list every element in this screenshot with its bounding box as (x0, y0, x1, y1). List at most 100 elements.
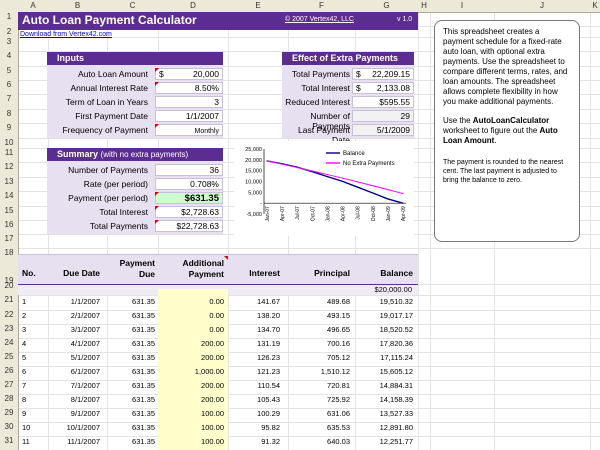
row-header-24[interactable]: 24 (4, 338, 14, 347)
column-header-c[interactable]: C (129, 1, 136, 10)
cell-additional-payment[interactable]: 200.00 (201, 339, 224, 348)
row-header-31[interactable]: 31 (4, 436, 14, 445)
chart-point (372, 192, 374, 194)
row-header-16[interactable]: 16 (4, 220, 14, 229)
inputs-header: Inputs (47, 52, 223, 65)
col-additional-payment-header: Additional Payment (182, 258, 224, 279)
row-header-20[interactable]: 20 (4, 281, 14, 290)
row-header-27[interactable]: 27 (4, 380, 14, 389)
chart-point (387, 188, 389, 191)
row-header-25[interactable]: 25 (4, 352, 14, 361)
cell-payment-due: 631.35 (132, 297, 155, 306)
cell-number: 9 (22, 409, 27, 418)
input-label-4: Frequency of Payment (62, 125, 148, 135)
cell-additional-payment[interactable]: 1,000.00 (194, 367, 224, 376)
effect-header: Effect of Extra Payments (282, 52, 414, 65)
input-value-2[interactable]: 3 (155, 96, 223, 108)
column-header-k[interactable]: K (592, 1, 598, 10)
grid-column-line (430, 12, 431, 450)
column-header-i[interactable]: I (460, 1, 464, 10)
input-value-text-0: 20,000 (193, 69, 219, 79)
comment-marker[interactable] (224, 256, 228, 260)
row-header-15[interactable]: 15 (4, 206, 14, 215)
cell-balance: 15,605.12 (379, 367, 413, 376)
chart-x-tick-label: Jan-07 (265, 206, 271, 222)
row-header-18[interactable]: 18 (4, 248, 14, 257)
row-header-7[interactable]: 7 (6, 94, 12, 103)
cell-balance: 13,527.33 (379, 409, 413, 418)
chart-point (326, 176, 329, 178)
summary-value-text-1: 0.708% (190, 179, 219, 189)
cell-principal: 705.12 (327, 353, 350, 362)
column-header-f[interactable]: F (319, 1, 324, 10)
row-header-1[interactable]: 1 (6, 12, 12, 21)
cell-additional-payment[interactable]: 100.00 (201, 423, 224, 432)
cell-additional-payment[interactable]: 0.00 (209, 325, 224, 334)
column-header-a[interactable]: A (30, 1, 36, 10)
column-header-b[interactable]: B (74, 1, 81, 10)
row-header-6[interactable]: 6 (6, 80, 12, 89)
input-value-1[interactable]: 8.50% (155, 82, 223, 94)
comment-marker[interactable] (155, 82, 159, 86)
column-header-j[interactable]: J (540, 1, 544, 10)
column-header-e[interactable]: E (255, 1, 261, 10)
row-header-17[interactable]: 17 (4, 234, 14, 243)
copyright-link[interactable]: © 2007 Vertex42, LLC (285, 16, 354, 23)
cell-balance: 14,884.31 (379, 381, 413, 390)
cell-interest: 131.19 (257, 339, 280, 348)
row-header-26[interactable]: 26 (4, 366, 14, 375)
summary-value-text-3: $2,728.63 (181, 207, 219, 217)
comment-marker[interactable] (155, 124, 159, 128)
input-value-text-1: 8.50% (194, 83, 219, 93)
comment-marker[interactable] (155, 192, 159, 196)
cell-additional-payment[interactable]: 100.00 (201, 409, 224, 418)
row-header-21[interactable]: 21 (4, 295, 14, 304)
column-header-h[interactable]: H (421, 1, 427, 10)
chart-y-tick-label: 25,000 (245, 147, 262, 153)
cell-additional-payment[interactable]: 200.00 (201, 353, 224, 362)
input-value-text-2: 3 (214, 97, 219, 107)
row-header-30[interactable]: 30 (4, 422, 14, 431)
column-header-d[interactable]: D (190, 1, 196, 10)
chart-x-tick-label: Jan-08 (325, 206, 331, 222)
row-header-2[interactable]: 2 (6, 27, 12, 36)
summary-label-3: Total Interest (99, 207, 148, 217)
cell-additional-payment[interactable]: 0.00 (209, 311, 224, 320)
row-header-10[interactable]: 10 (4, 138, 14, 147)
input-value-4[interactable]: Monthly (155, 124, 223, 136)
row-header-29[interactable]: 29 (4, 408, 14, 417)
row-header-12[interactable]: 12 (4, 162, 14, 171)
cell-additional-payment[interactable]: 200.00 (201, 395, 224, 404)
comment-marker[interactable] (155, 206, 159, 210)
input-value-3[interactable]: 1/1/2007 (155, 110, 223, 122)
cell-due-date: 2/1/2007 (70, 311, 100, 320)
comment-marker[interactable] (155, 68, 159, 72)
cell-principal: 725.92 (327, 395, 350, 404)
row-header-19[interactable]: 19 (4, 276, 14, 285)
row-header-14[interactable]: 14 (4, 191, 14, 200)
row-header-5[interactable]: 5 (6, 66, 12, 75)
column-header-g[interactable]: G (383, 1, 390, 10)
chart-y-tick-label: 20,000 (245, 158, 262, 164)
input-value-0[interactable]: $20,000 (155, 68, 223, 80)
row-header-3[interactable]: 3 (6, 37, 12, 46)
cell-due-date: 1/1/2007 (70, 297, 100, 306)
row-header-28[interactable]: 28 (4, 394, 14, 403)
row-header-4[interactable]: 4 (6, 51, 12, 60)
download-link[interactable]: Download from Vertex42.com (20, 31, 112, 38)
chart-x-tick-label: Oct-07 (310, 206, 316, 221)
balance-chart[interactable]: 25,000 20,000 15,000 10,000 5,000- -5,000 Jan-… (234, 141, 414, 236)
grid-line (18, 295, 600, 296)
chart-point (296, 166, 298, 169)
row-header-23[interactable]: 23 (4, 324, 14, 333)
row-header-9[interactable]: 9 (6, 123, 12, 132)
cell-additional-payment[interactable]: 0.00 (209, 297, 224, 306)
row-header-8[interactable]: 8 (6, 109, 12, 118)
cell-additional-payment[interactable]: 200.00 (201, 381, 224, 390)
row-header-13[interactable]: 13 (4, 177, 14, 186)
comment-marker[interactable] (155, 220, 159, 224)
row-header-11[interactable]: 11 (4, 148, 14, 157)
row-header-22[interactable]: 22 (4, 310, 14, 319)
cell-additional-payment[interactable]: 100.00 (201, 437, 224, 446)
chart-point (266, 160, 268, 162)
